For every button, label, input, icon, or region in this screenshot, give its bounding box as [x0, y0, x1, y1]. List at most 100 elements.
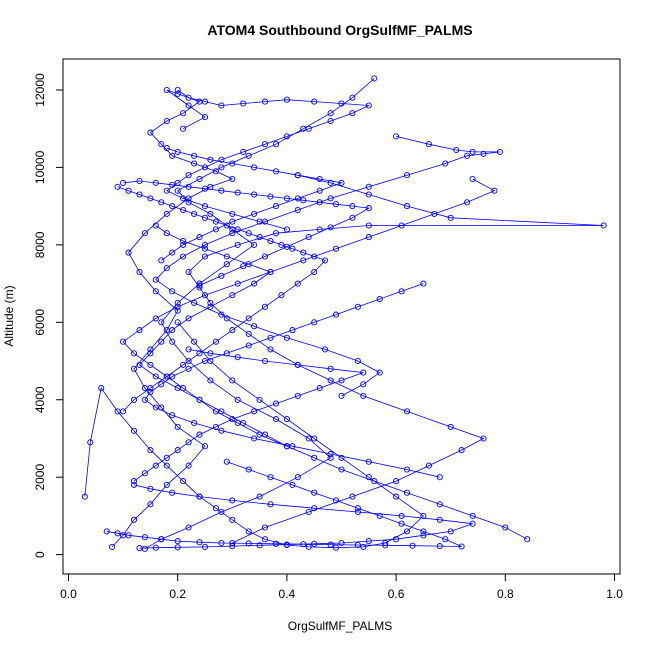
data-point: [294, 195, 301, 202]
data-point: [180, 478, 187, 485]
data-point: [169, 181, 176, 188]
data-point: [442, 536, 449, 543]
data-point: [223, 261, 230, 268]
data-point: [371, 478, 378, 485]
data-point: [130, 365, 138, 372]
data-point: [311, 435, 318, 442]
data-point: [283, 195, 290, 202]
data-point: [229, 497, 236, 504]
data-point: [327, 195, 334, 202]
data-point: [447, 528, 454, 535]
data-point: [256, 234, 263, 241]
data-point: [147, 346, 154, 353]
data-point: [196, 396, 203, 403]
data-point: [196, 539, 203, 546]
data-point: [147, 385, 154, 392]
data-point: [141, 534, 148, 541]
series-11: [120, 177, 372, 289]
data-point: [163, 210, 170, 217]
data-point: [201, 292, 209, 299]
data-point: [141, 396, 148, 403]
data-layer: [81, 75, 607, 552]
x-tick-label: 0.6: [388, 587, 405, 601]
data-point: [136, 177, 143, 185]
data-point: [120, 179, 127, 186]
data-point: [327, 450, 334, 458]
data-point: [502, 524, 509, 531]
data-point: [240, 419, 247, 427]
data-point: [289, 327, 296, 334]
data-point: [469, 175, 476, 183]
data-point: [409, 542, 416, 549]
data-point: [147, 485, 154, 492]
data-point: [245, 466, 252, 473]
data-point: [354, 505, 361, 512]
data-point: [278, 292, 285, 299]
data-point: [458, 447, 465, 454]
data-point: [147, 129, 154, 136]
y-tick-label: 2000: [33, 464, 47, 491]
data-point: [245, 342, 252, 349]
data-point: [201, 114, 209, 121]
series-12: [130, 481, 476, 552]
data-point: [185, 462, 192, 469]
data-point: [283, 96, 290, 103]
data-point: [327, 541, 334, 548]
series-line: [133, 349, 364, 482]
data-point: [174, 544, 181, 551]
data-point: [272, 141, 280, 148]
data-point: [201, 185, 209, 192]
y-axis: 0 2000 4000 6000 8000 10000 12000: [33, 73, 64, 558]
data-point: [436, 543, 443, 550]
data-point: [169, 327, 176, 334]
data-point: [130, 427, 138, 434]
data-point: [169, 412, 176, 419]
data-point: [191, 419, 198, 427]
data-point: [196, 431, 203, 438]
data-point: [398, 512, 405, 519]
data-point: [338, 377, 345, 384]
data-point: [393, 493, 400, 500]
data-point: [120, 408, 127, 415]
data-point: [338, 179, 345, 186]
data-point: [267, 193, 274, 200]
data-point: [185, 357, 192, 365]
data-point: [174, 319, 181, 326]
data-point: [152, 276, 159, 283]
data-point: [234, 226, 241, 233]
data-point: [185, 365, 192, 372]
data-point: [365, 222, 372, 229]
data-point: [130, 481, 138, 488]
data-point: [420, 280, 427, 287]
data-point: [251, 210, 258, 217]
data-point: [229, 516, 236, 523]
data-point: [453, 146, 460, 154]
data-point: [240, 263, 247, 270]
y-tick-label: 0: [33, 551, 47, 558]
data-point: [327, 117, 334, 125]
data-point: [125, 249, 132, 256]
data-point: [332, 544, 340, 551]
data-point: [272, 540, 280, 547]
data-point: [305, 125, 312, 132]
data-point: [229, 377, 236, 384]
data-point: [469, 512, 476, 519]
data-point: [251, 241, 258, 248]
data-point: [152, 315, 159, 322]
data-point: [196, 493, 203, 500]
data-point: [283, 443, 290, 450]
data-point: [158, 338, 165, 345]
data-point: [130, 516, 138, 523]
data-point: [311, 540, 318, 547]
x-tick-label: 0.0: [60, 587, 77, 601]
data-point: [240, 148, 247, 155]
data-point: [234, 396, 241, 403]
data-point: [327, 179, 334, 186]
data-point: [196, 282, 203, 289]
data-point: [81, 493, 88, 500]
y-tick-label: 12000: [33, 73, 47, 107]
series-line: [144, 78, 375, 550]
data-point: [398, 222, 405, 229]
data-point: [251, 408, 258, 415]
data-point: [480, 435, 487, 442]
